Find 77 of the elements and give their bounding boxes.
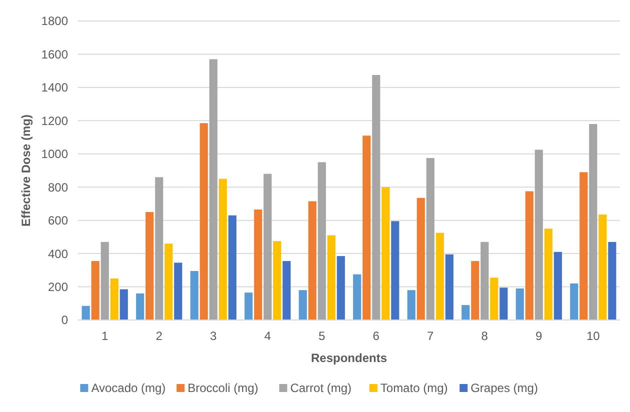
bar	[589, 124, 598, 320]
bar	[407, 290, 416, 320]
bar	[480, 242, 489, 320]
y-tick-label: 200	[48, 280, 68, 294]
bar	[136, 293, 144, 320]
bar	[372, 74, 380, 320]
bar	[174, 262, 182, 320]
bar	[120, 289, 128, 320]
bar	[228, 215, 236, 320]
bar	[91, 261, 100, 320]
bar	[580, 172, 588, 320]
y-tick-label: 1200	[41, 114, 68, 128]
bar	[155, 177, 164, 320]
bar	[426, 158, 434, 320]
bar	[462, 305, 470, 320]
bar	[516, 288, 524, 320]
bar	[282, 261, 291, 320]
bar	[318, 162, 326, 320]
bar	[391, 221, 400, 320]
bar	[598, 214, 607, 320]
bar	[264, 174, 272, 320]
bar	[308, 201, 316, 320]
legend-label: Grapes (mg)	[470, 381, 538, 395]
bar	[298, 290, 307, 320]
legend-label: Broccoli (mg)	[188, 381, 258, 395]
bar	[254, 210, 262, 320]
y-tick-label: 1000	[41, 147, 68, 162]
legend-label: Avocado (mg)	[91, 381, 166, 395]
bar	[164, 244, 173, 320]
bar	[490, 278, 498, 320]
bar	[200, 123, 208, 320]
bar	[570, 283, 578, 320]
x-tick-label: 8	[481, 329, 488, 343]
bar	[209, 59, 218, 320]
bar	[500, 288, 508, 320]
x-tick-label: 9	[536, 329, 543, 343]
x-tick-label: 2	[156, 329, 163, 343]
bar	[544, 228, 552, 320]
legend-label: Tomato (mg)	[380, 381, 448, 395]
bar	[534, 150, 543, 320]
bar	[273, 241, 282, 320]
bar	[353, 274, 362, 320]
x-tick-label: 1	[102, 329, 109, 343]
bar	[608, 242, 616, 320]
bar	[416, 198, 425, 320]
y-tick-label: 400	[48, 246, 68, 261]
y-tick-label: 800	[48, 180, 68, 194]
bar	[382, 187, 390, 320]
x-tick-label: 10	[586, 329, 600, 343]
bar	[445, 254, 454, 320]
bar	[554, 252, 562, 320]
x-tick-label: 3	[210, 329, 218, 343]
bar	[471, 261, 480, 320]
x-tick-label: 4	[264, 329, 272, 343]
bar	[110, 278, 118, 320]
y-tick-label: 0	[61, 313, 68, 328]
y-axis-title: Effective Dose (mg)	[19, 114, 33, 227]
bar	[190, 270, 198, 320]
y-tick-label: 600	[48, 214, 68, 228]
bar	[525, 191, 534, 320]
x-tick-label: 5	[318, 329, 326, 343]
bar	[436, 232, 444, 320]
y-tick-label: 1600	[41, 47, 68, 62]
bar	[327, 235, 336, 320]
bar	[244, 292, 253, 320]
legend-label: Carrot (mg)	[290, 381, 352, 395]
bar	[100, 242, 109, 320]
bar	[336, 256, 345, 320]
bar	[146, 212, 154, 320]
bar	[82, 306, 90, 320]
x-tick-label: 7	[427, 329, 434, 343]
x-tick-label: 6	[372, 329, 380, 343]
bar	[362, 136, 371, 320]
y-tick-label: 1400	[41, 80, 68, 95]
x-axis-title: Respondents	[310, 351, 388, 365]
bar	[218, 178, 227, 320]
y-tick-label: 1800	[41, 14, 68, 28]
